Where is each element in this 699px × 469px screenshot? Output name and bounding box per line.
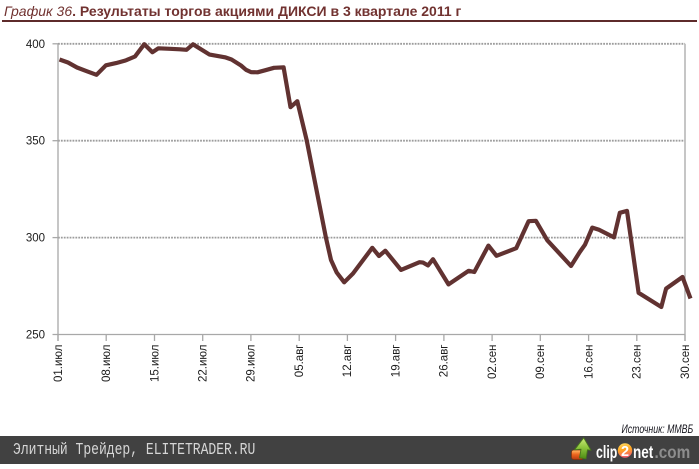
svg-text:net: net [633, 443, 654, 462]
svg-text:23.сен: 23.сен [632, 345, 644, 379]
svg-text:15.июл: 15.июл [149, 345, 161, 383]
svg-text:.com: .com [655, 442, 691, 462]
svg-text:01.июл: 01.июл [53, 345, 65, 383]
svg-text:19.авг: 19.авг [390, 345, 402, 378]
svg-text:08.июл: 08.июл [101, 345, 113, 383]
svg-text:clip: clip [596, 443, 617, 463]
svg-text:29.июл: 29.июл [246, 345, 258, 383]
svg-text:2: 2 [621, 444, 629, 460]
svg-text:350: 350 [26, 136, 45, 148]
svg-text:16.сен: 16.сен [583, 345, 595, 379]
svg-text:26.авг: 26.авг [439, 345, 451, 378]
svg-text:400: 400 [26, 39, 45, 51]
svg-text:22.июл: 22.июл [198, 345, 210, 383]
svg-text:05.авг: 05.авг [294, 345, 306, 378]
svg-text:02.сен: 02.сен [487, 345, 499, 379]
svg-text:12.авг: 12.авг [342, 345, 354, 378]
svg-text:09.сен: 09.сен [535, 345, 547, 379]
svg-text:250: 250 [26, 330, 45, 342]
svg-text:30.сен: 30.сен [680, 345, 692, 379]
svg-text:300: 300 [26, 233, 45, 245]
